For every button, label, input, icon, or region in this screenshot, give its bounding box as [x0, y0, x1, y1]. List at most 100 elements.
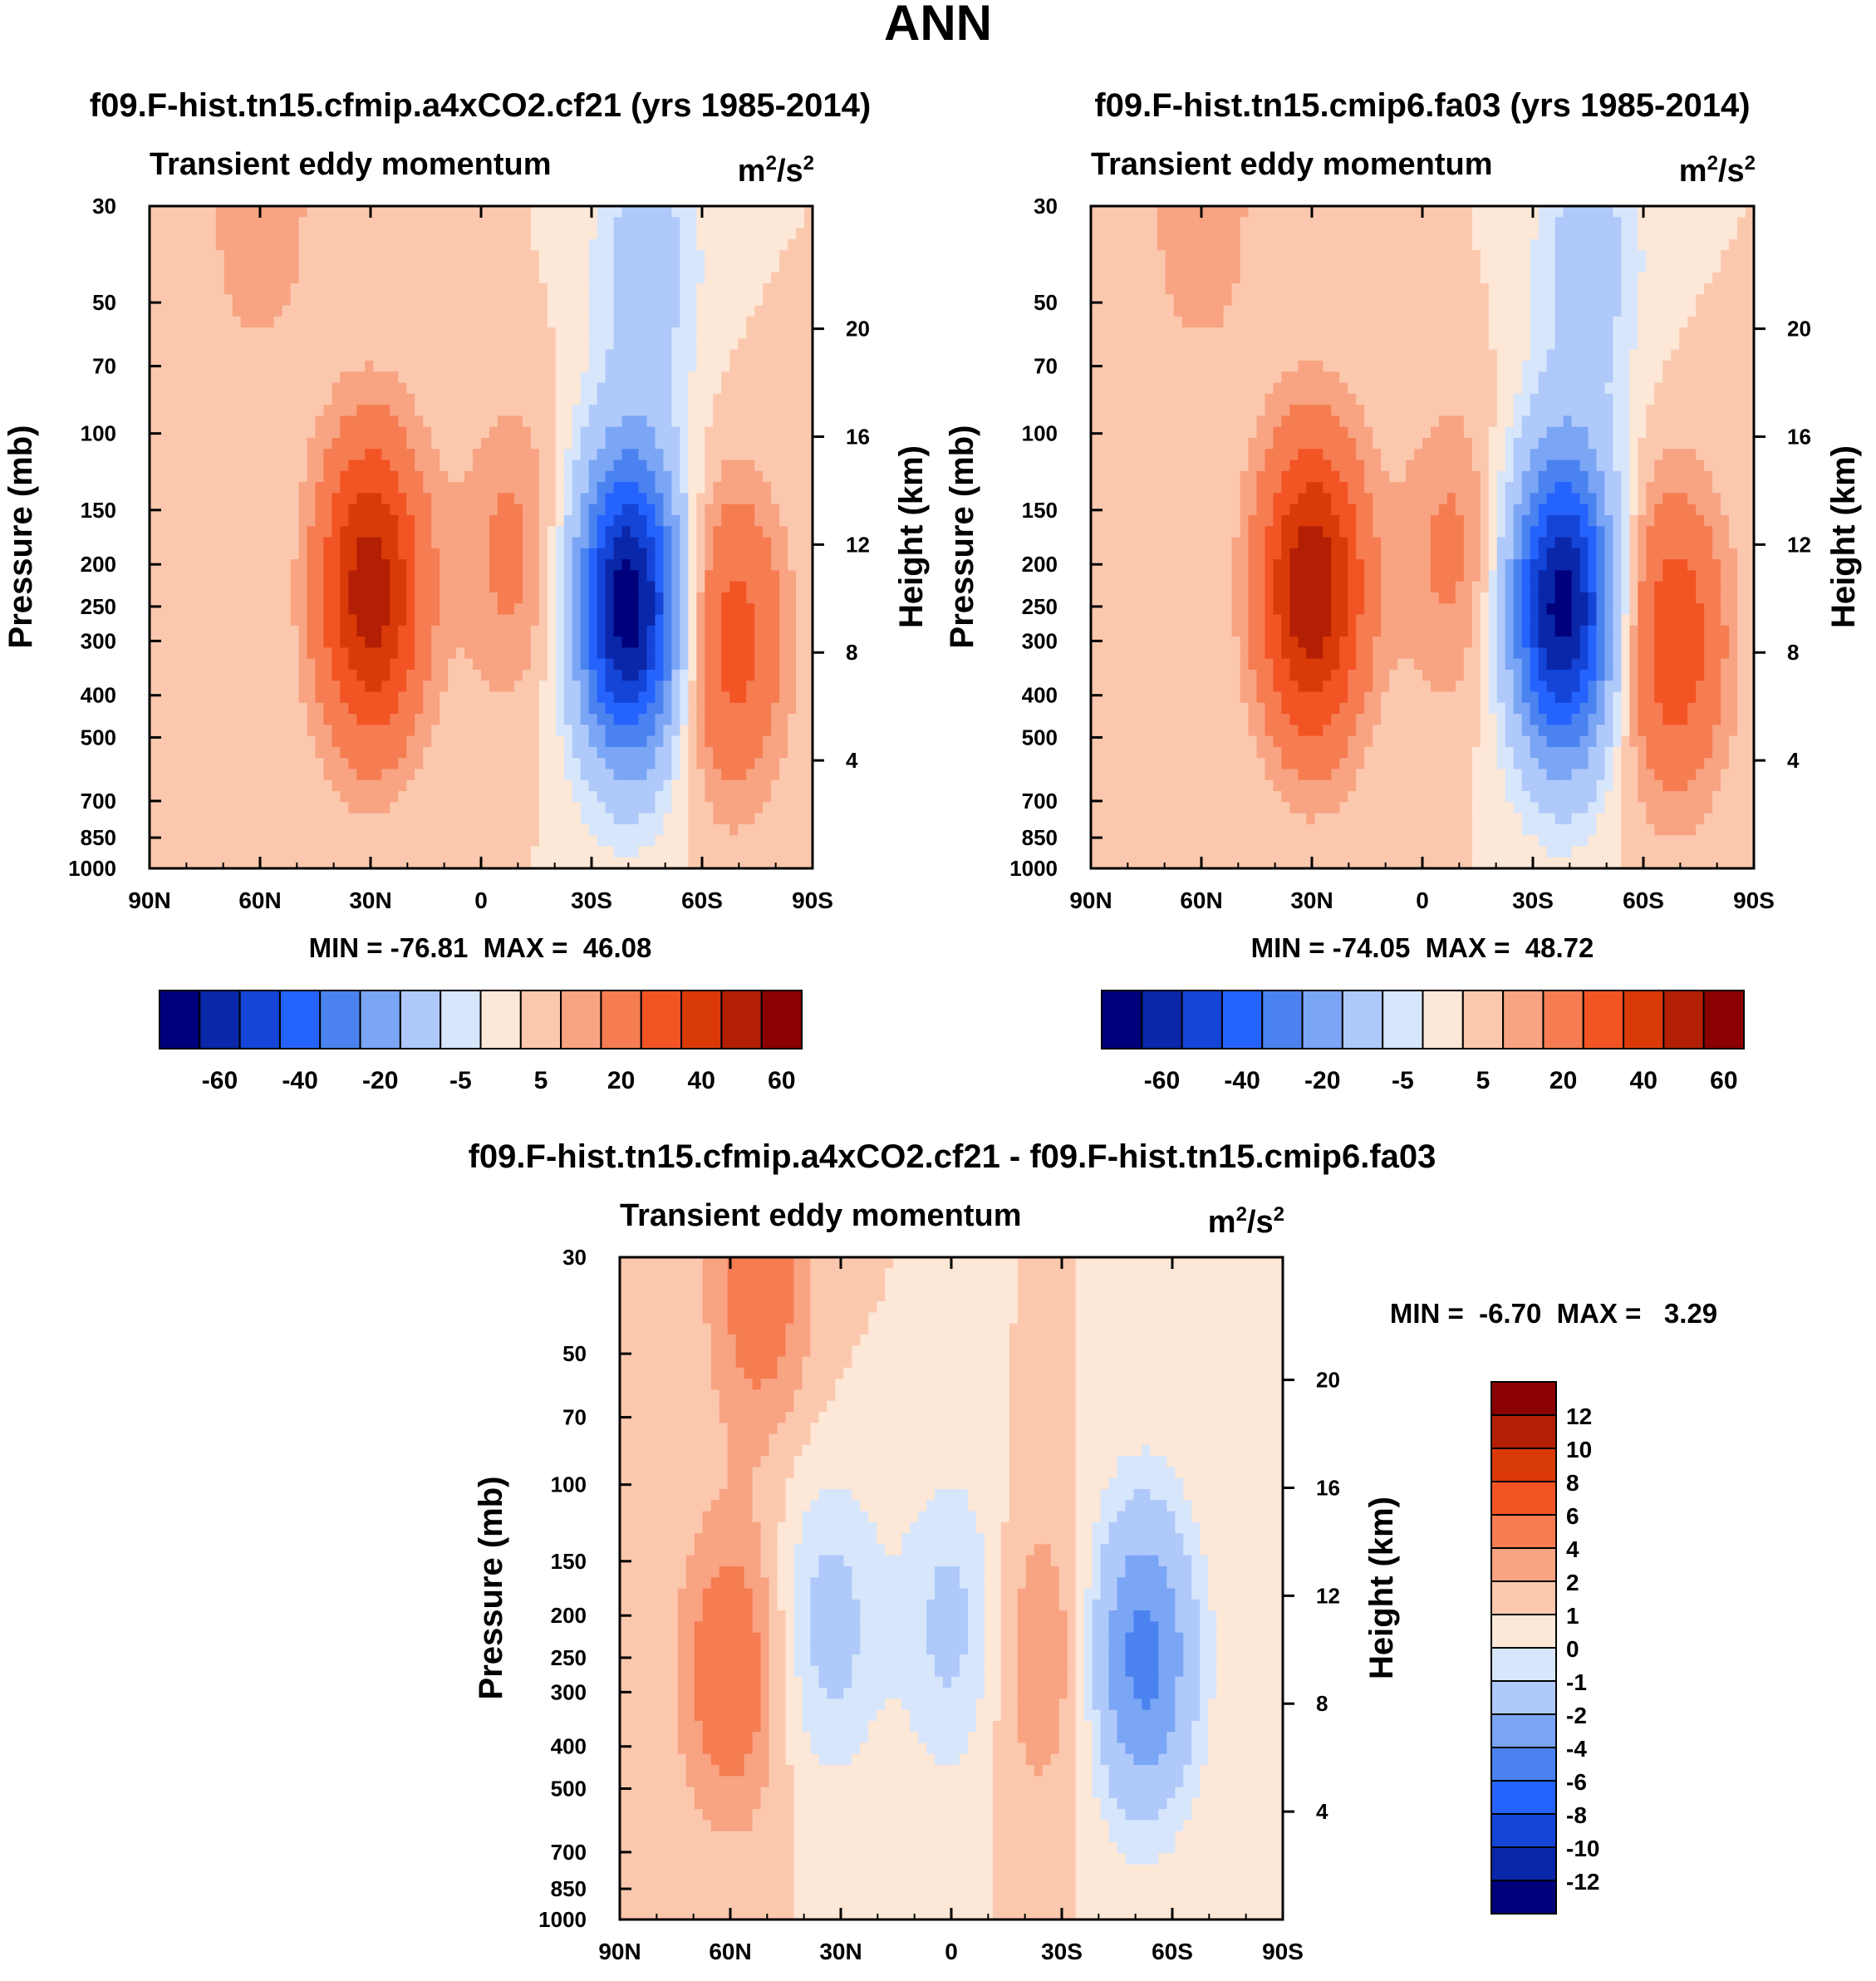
- contour-cell: [754, 614, 764, 626]
- contour-cell: [498, 261, 507, 273]
- contour-cell: [680, 273, 689, 284]
- contour-cell: [506, 460, 515, 472]
- contour-cell: [514, 791, 523, 803]
- contour-cell: [365, 681, 374, 692]
- contour-cell: [340, 471, 349, 483]
- contour-cell: [754, 769, 764, 780]
- contour-cell: [216, 361, 225, 372]
- contour-cell: [406, 659, 415, 671]
- contour-cell: [398, 317, 407, 328]
- contour-cell: [440, 229, 449, 240]
- contour-cell: [506, 538, 515, 549]
- contour-cell: [779, 327, 788, 339]
- contour-cell: [431, 515, 440, 527]
- contour-cell: [440, 747, 449, 759]
- contour-cell: [489, 283, 498, 295]
- contour-cell: [705, 570, 714, 582]
- contour-cell: [639, 327, 648, 339]
- contour-cell: [208, 350, 217, 361]
- contour-cell: [266, 327, 275, 339]
- y-right-tick-label: 20: [846, 317, 870, 342]
- contour-cell: [556, 239, 565, 251]
- contour-cell: [323, 261, 332, 273]
- contour-cell: [423, 603, 432, 615]
- contour-cell: [249, 538, 258, 549]
- contour-cell: [233, 791, 242, 803]
- contour-cell: [233, 273, 242, 284]
- contour-cell: [779, 317, 788, 328]
- contour-cell: [639, 780, 648, 792]
- contour-cell: [688, 570, 697, 582]
- contour-cell: [323, 626, 332, 637]
- contour-cell: [191, 703, 200, 715]
- x-tick-label: 30N: [349, 887, 391, 913]
- contour-cell: [390, 229, 399, 240]
- contour-cell: [440, 670, 449, 681]
- contour-cell: [199, 725, 209, 736]
- contour-cell: [597, 691, 607, 703]
- contour-cell: [539, 846, 548, 858]
- contour-cell: [266, 350, 275, 361]
- contour-cell: [531, 361, 540, 372]
- contour-cell: [639, 438, 648, 450]
- contour-cell: [448, 371, 457, 383]
- contour-cell: [266, 626, 275, 637]
- contour-cell: [365, 758, 374, 769]
- contour-cell: [150, 294, 159, 306]
- y-tick-label: 30: [92, 194, 116, 219]
- contour-cell: [373, 306, 382, 317]
- contour-cell: [340, 371, 349, 383]
- contour-cell: [166, 824, 175, 836]
- contour-cell: [299, 791, 308, 803]
- contour-cell: [1091, 317, 1100, 328]
- contour-cell: [381, 691, 390, 703]
- contour-cell: [208, 217, 217, 229]
- contour-cell: [606, 449, 615, 460]
- contour-cell: [696, 239, 705, 251]
- contour-cell: [738, 482, 747, 494]
- contour-cell: [680, 350, 689, 361]
- contour-cell: [373, 637, 382, 648]
- colorbar-swatch: [762, 990, 802, 1049]
- contour-cell: [796, 283, 805, 295]
- contour-cell: [398, 703, 407, 715]
- contour-cell: [705, 493, 714, 504]
- contour-cell: [274, 515, 283, 527]
- contour-cell: [365, 714, 374, 725]
- contour-cell: [788, 614, 797, 626]
- contour-cell: [406, 394, 415, 406]
- contour-cell: [423, 714, 432, 725]
- contour-cell: [705, 515, 714, 527]
- contour-cell: [166, 736, 175, 748]
- contour-cell: [779, 394, 788, 406]
- contour-cell: [523, 736, 532, 748]
- contour-cell: [788, 637, 797, 648]
- contour-cell: [788, 394, 797, 406]
- contour-cell: [639, 273, 648, 284]
- contour-cell: [506, 438, 515, 450]
- contour-cell: [705, 824, 714, 836]
- contour-cell: [606, 526, 615, 538]
- contour-cell: [539, 206, 548, 218]
- contour-cell: [356, 460, 366, 472]
- contour-cell: [696, 780, 705, 792]
- contour-cell: [258, 394, 267, 406]
- contour-cell: [754, 548, 764, 560]
- contour-cell: [688, 659, 697, 671]
- contour-cell: [597, 603, 607, 615]
- contour-cell: [581, 603, 590, 615]
- contour-cell: [356, 592, 366, 604]
- contour-cell: [1099, 306, 1108, 317]
- contour-cell: [597, 317, 607, 328]
- contour-cell: [381, 592, 390, 604]
- contour-cell: [340, 647, 349, 659]
- contour-cell: [531, 515, 540, 527]
- contour-cell: [365, 273, 374, 284]
- contour-cell: [729, 306, 739, 317]
- contour-cell: [779, 338, 788, 350]
- contour-cell: [199, 217, 209, 229]
- contour-cell: [746, 714, 755, 725]
- contour-cell: [531, 327, 540, 339]
- contour-cell: [406, 559, 415, 571]
- contour-cell: [431, 383, 440, 395]
